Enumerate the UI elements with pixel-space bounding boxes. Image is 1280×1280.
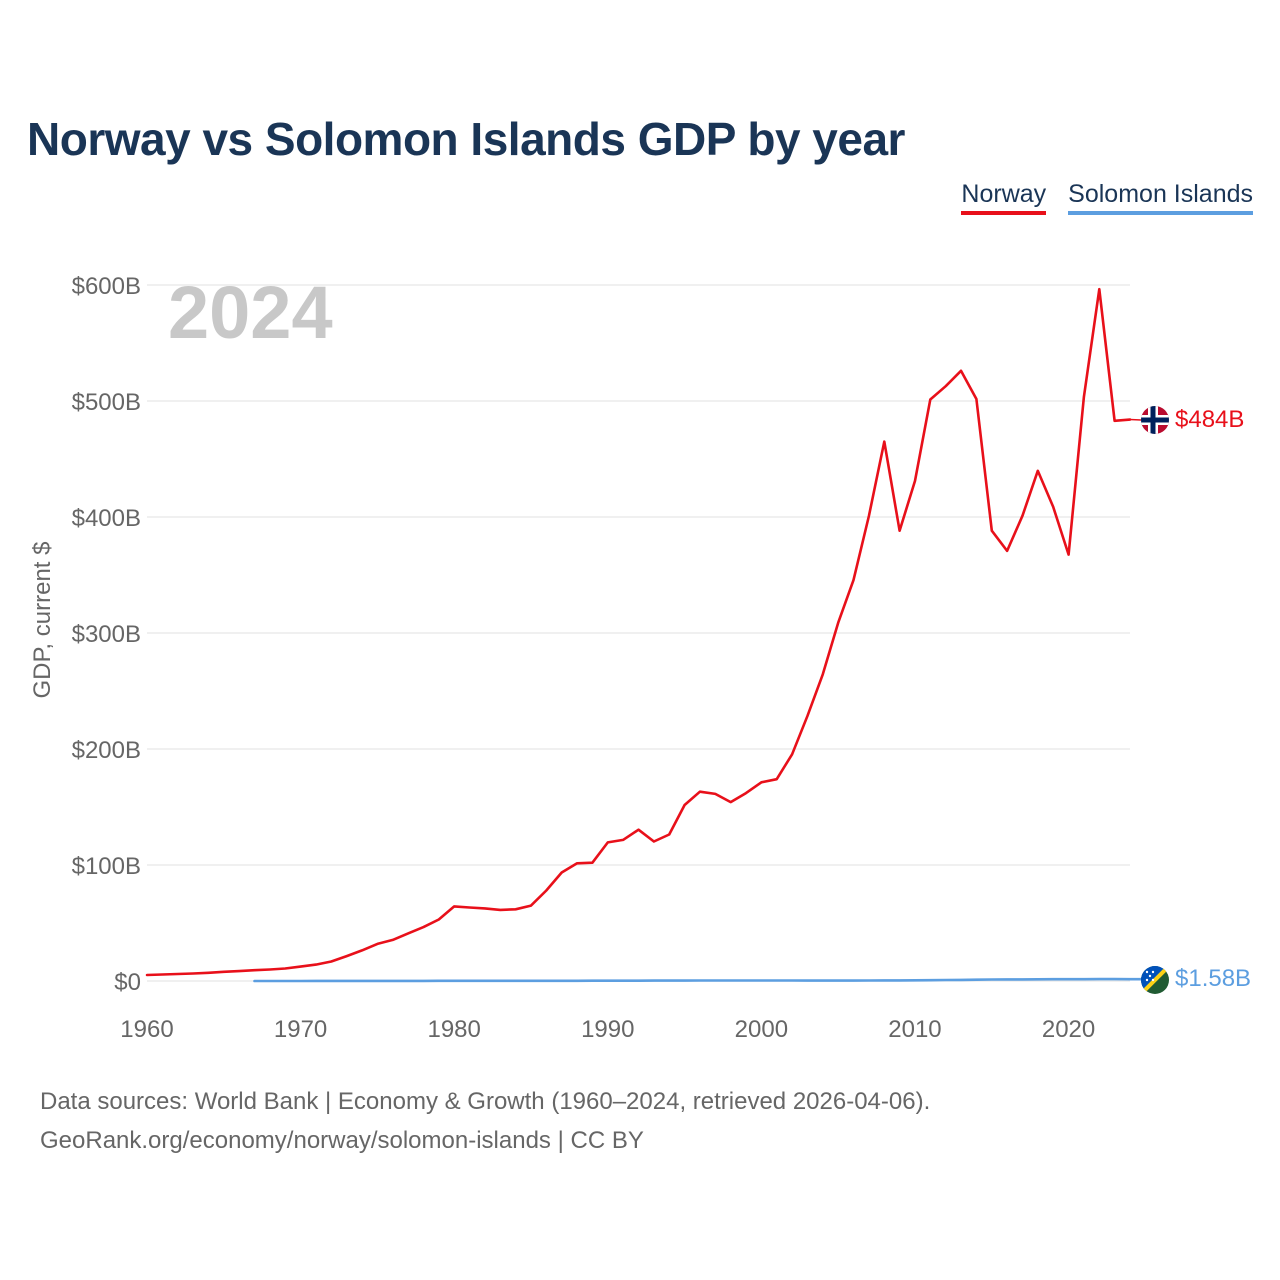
- y-tick-label: $600B: [72, 273, 141, 300]
- y-tick-label: $300B: [72, 621, 141, 648]
- source-line-2[interactable]: GeoRank.org/economy/norway/solomon-islan…: [40, 1127, 644, 1154]
- chart-title: Norway vs Solomon Islands GDP by year: [27, 113, 905, 165]
- y-axis-label: GDP, current $: [29, 542, 56, 699]
- line-chart: $0 $100B $200B $300B $400B $500B $600B 1960 197…: [29, 271, 1251, 1043]
- legend-item-norway[interactable]: Norway: [961, 180, 1047, 215]
- series-line-solomon-islands[interactable]: [253, 977, 1147, 983]
- x-tick-label: 1960: [120, 1016, 173, 1043]
- norway-flag-icon: [1141, 406, 1169, 434]
- y-tick-label: $400B: [72, 505, 141, 532]
- end-markers: $484B $1.58B: [1141, 406, 1251, 994]
- source-note: Data sources: World Bank | Economy & Gro…: [40, 1082, 930, 1160]
- solomon-islands-flag-icon: [1141, 966, 1169, 994]
- y-tick-label: $0: [114, 969, 141, 996]
- legend-item-solomon-islands[interactable]: Solomon Islands: [1068, 180, 1253, 215]
- y-tick-label: $100B: [72, 853, 141, 880]
- x-axis-ticks: 1960 1970 1980 1990 2000 2010 2020: [120, 1016, 1095, 1043]
- x-tick-label: 2000: [735, 1016, 788, 1043]
- gridlines: [147, 284, 1130, 982]
- x-tick-label: 1980: [427, 1016, 480, 1043]
- series-line-norway[interactable]: [145, 287, 1132, 977]
- norway-end-label: $484B: [1175, 406, 1244, 433]
- legend: Norway Solomon Islands: [961, 180, 1253, 215]
- x-tick-label: 2010: [888, 1016, 941, 1043]
- x-tick-label: 1990: [581, 1016, 634, 1043]
- solomon-islands-end-label: $1.58B: [1175, 965, 1251, 992]
- x-tick-label: 2020: [1042, 1016, 1095, 1043]
- x-tick-label: 1970: [274, 1016, 327, 1043]
- source-line-1: Data sources: World Bank | Economy & Gro…: [40, 1088, 931, 1115]
- y-axis-ticks: $0 $100B $200B $300B $400B $500B $600B: [72, 273, 141, 996]
- y-tick-label: $500B: [72, 389, 141, 416]
- y-tick-label: $200B: [72, 737, 141, 764]
- year-watermark: 2024: [168, 271, 333, 354]
- series-lines: [145, 287, 1147, 983]
